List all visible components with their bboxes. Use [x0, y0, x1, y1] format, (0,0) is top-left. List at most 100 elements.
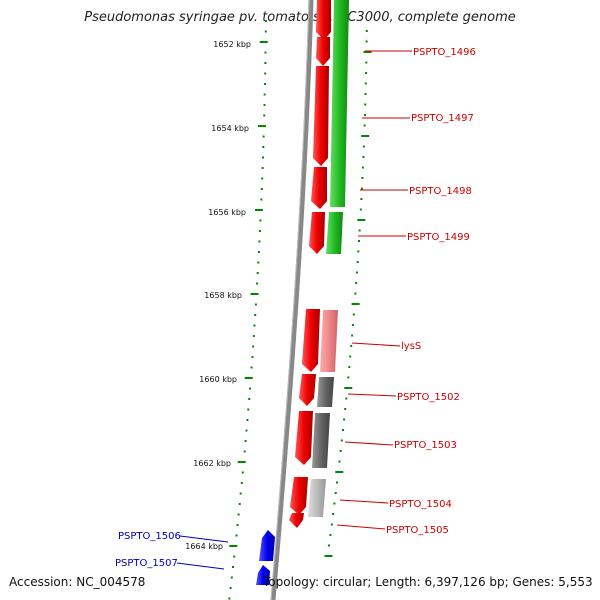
outer-minor-tick: [361, 166, 364, 169]
ruler-minor-tick: [262, 135, 265, 138]
ruler-minor-tick: [254, 303, 257, 306]
gene-label-lyss[interactable]: lysS: [401, 341, 421, 352]
label-leader-line: [339, 499, 389, 504]
gene-block[interactable]: [320, 310, 338, 372]
outer-minor-tick: [342, 429, 344, 431]
map-title: Pseudomonas syringae pv. tomato str. DC3…: [84, 10, 516, 25]
ruler-minor-tick: [238, 503, 241, 505]
outer-major-tick: [357, 219, 366, 221]
ruler-minor-tick: [256, 272, 259, 274]
outer-minor-tick: [354, 292, 357, 295]
outer-minor-tick: [364, 82, 367, 85]
outer-minor-tick: [355, 282, 358, 284]
outer-minor-tick: [333, 502, 336, 505]
outer-minor-tick: [364, 93, 367, 95]
gene-arrow[interactable]: [316, 37, 330, 66]
ruler-minor-tick: [240, 482, 243, 484]
gene-label-pspto-1502[interactable]: PSPTO_1502: [397, 392, 460, 403]
gene-label-pspto-1496[interactable]: PSPTO_1496: [413, 47, 476, 58]
outer-minor-tick: [364, 103, 367, 106]
gene-block[interactable]: [330, 0, 349, 207]
gene-features: [256, 0, 372, 585]
gene-arrow[interactable]: [302, 309, 320, 372]
outer-minor-tick: [338, 460, 341, 463]
gene-arrow[interactable]: [289, 513, 304, 528]
label-leader-line: [344, 441, 394, 446]
gene-arrow[interactable]: [259, 530, 275, 561]
outer-minor-tick: [362, 145, 365, 148]
gene-block[interactable]: [326, 212, 343, 254]
gene-label-pspto-1498[interactable]: PSPTO_1498: [409, 186, 472, 197]
outer-minor-tick: [362, 156, 365, 158]
ruler-minor-tick: [236, 524, 239, 526]
gene-arrow[interactable]: [316, 0, 331, 40]
gene-label-pspto-1503[interactable]: PSPTO_1503: [394, 440, 457, 451]
gene-label-pspto-1506[interactable]: PSPTO_1506: [118, 531, 181, 542]
gene-block[interactable]: [312, 413, 330, 468]
outer-minor-tick: [350, 345, 353, 347]
outer-minor-tick: [343, 418, 346, 421]
ruler-minor-tick: [259, 219, 262, 222]
gene-arrow[interactable]: [256, 565, 270, 585]
gene-arrow[interactable]: [309, 212, 325, 254]
ruler-tick-label: 1656 kbp: [208, 208, 246, 217]
outer-minor-tick: [347, 376, 350, 379]
label-leader-line: [176, 562, 225, 570]
gene-label-pspto-1499[interactable]: PSPTO_1499: [407, 232, 470, 243]
outer-major-tick: [344, 387, 353, 389]
gene-label-pspto-1504[interactable]: PSPTO_1504: [389, 499, 452, 510]
outer-major-tick: [351, 303, 360, 305]
gene-label-pspto-1505[interactable]: PSPTO_1505: [386, 525, 449, 536]
outer-strand-ticks: [324, 30, 372, 557]
gene-arrow[interactable]: [299, 374, 316, 406]
outer-minor-tick: [365, 72, 368, 74]
outer-major-tick: [363, 51, 372, 53]
outer-minor-tick: [349, 355, 352, 358]
ruler-minor-tick: [241, 471, 244, 474]
label-leader-line: [347, 393, 397, 397]
outer-minor-tick: [360, 198, 363, 200]
ruler-minor-tick: [262, 146, 265, 148]
outer-minor-tick: [345, 397, 348, 400]
ruler-minor-tick: [260, 198, 263, 201]
ruler-minor-tick: [237, 513, 240, 516]
gene-arrow[interactable]: [290, 477, 308, 515]
genome-backbone: [270, 0, 314, 600]
ruler-minor-tick: [258, 230, 261, 232]
gene-block[interactable]: [308, 479, 326, 517]
outer-minor-tick: [360, 187, 363, 190]
gene-arrow[interactable]: [311, 167, 327, 209]
gene-label-pspto-1497[interactable]: PSPTO_1497: [411, 113, 474, 124]
ruler-tick-label: 1664 kbp: [185, 542, 223, 551]
ruler-tick-label: 1658 kbp: [204, 291, 242, 300]
genome-backbone-highlight: [270, 0, 310, 600]
ruler-minor-tick: [258, 240, 261, 243]
ruler-major-tick: [250, 293, 259, 295]
outer-minor-tick: [355, 271, 358, 274]
ruler-minor-tick: [246, 419, 249, 421]
outer-major-tick: [324, 555, 333, 557]
ruler-minor-tick: [249, 387, 251, 390]
ruler-minor-tick: [264, 83, 266, 85]
gene-label-pspto-1507[interactable]: PSPTO_1507: [115, 558, 178, 569]
ruler-minor-ticks: [228, 20, 268, 600]
outer-minor-tick: [356, 261, 359, 263]
label-leader-line: [179, 535, 229, 543]
ruler-minor-tick: [261, 167, 264, 169]
ruler-minor-tick: [264, 51, 267, 54]
ruler-minor-tick: [244, 440, 247, 442]
ruler-tick-label: 1654 kbp: [211, 124, 249, 133]
ruler-minor-tick: [264, 30, 267, 33]
accession-label: Accession: NC_004578: [9, 575, 146, 589]
gene-arrow[interactable]: [295, 411, 313, 465]
ruler-minor-tick: [251, 356, 254, 358]
gene-arrow[interactable]: [313, 66, 329, 166]
outer-minor-tick: [361, 177, 364, 179]
ruler-major-tick: [237, 461, 246, 463]
ruler-major-tick: [229, 545, 238, 547]
ruler-minor-tick: [264, 20, 267, 22]
ruler-minor-tick: [261, 177, 264, 180]
outer-minor-tick: [328, 544, 330, 547]
gene-block[interactable]: [317, 377, 334, 407]
